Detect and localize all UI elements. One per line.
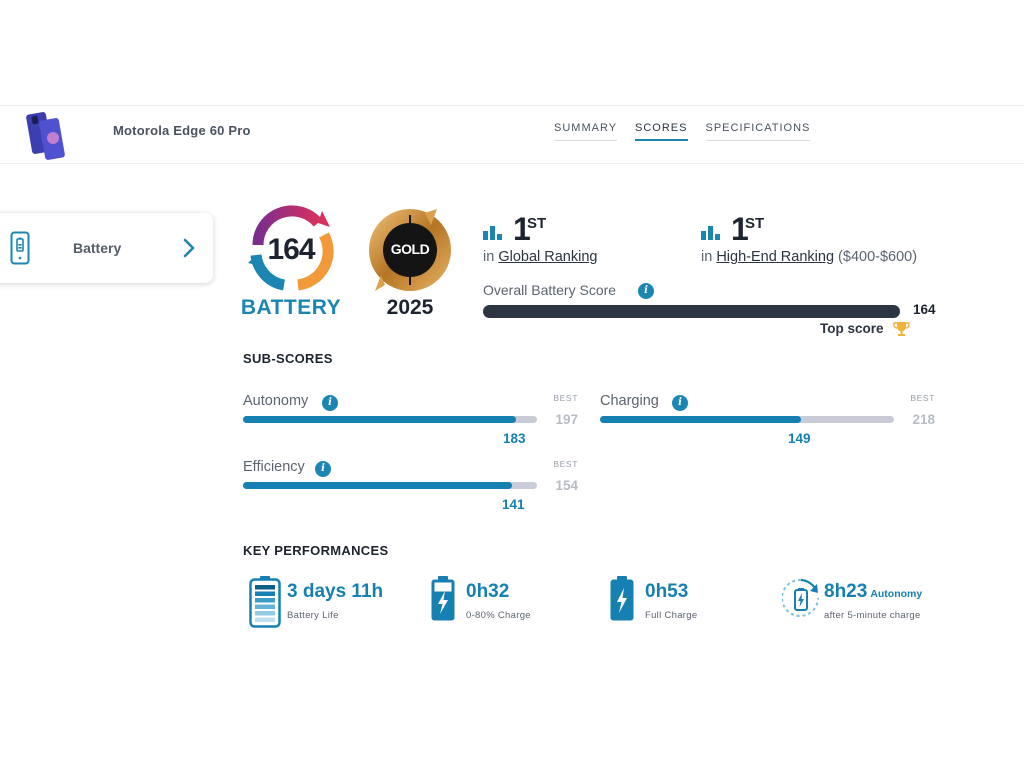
- kp-value: 8h23: [824, 581, 868, 602]
- product-header: Motorola Edge 60 Pro SUMMARY SCORES SPEC…: [0, 105, 1024, 164]
- subscores-title: SUB-SCORES: [243, 351, 333, 366]
- subscore-value: 183: [503, 431, 526, 446]
- best-label: BEST: [910, 393, 935, 403]
- ranking-suffix: ST: [745, 215, 765, 232]
- info-icon[interactable]: i: [638, 283, 654, 299]
- battery-full-charge-icon: [610, 576, 634, 621]
- best-label: BEST: [553, 459, 578, 469]
- ranking-bars-icon: [483, 226, 502, 240]
- best-value: 154: [555, 478, 578, 493]
- subscore-charging: Charging i BEST 218 149: [600, 393, 935, 453]
- overall-score-label: Overall Battery Score: [483, 282, 617, 298]
- kp-quick-charge: 8h23 Autonomy after 5-minute charge: [782, 576, 952, 631]
- subscore-efficiency: Efficiency i BEST 154 141: [243, 459, 578, 519]
- kp-subtitle: 0-80% Charge: [466, 610, 531, 621]
- category-selector[interactable]: Battery: [0, 213, 213, 283]
- kp-subtitle: after 5-minute charge: [824, 610, 921, 621]
- subscore-value: 141: [502, 497, 525, 512]
- device-name: Motorola Edge 60 Pro: [113, 123, 251, 138]
- kp-full-charge: 0h53 Full Charge: [609, 576, 769, 631]
- ranking-position: 1: [731, 211, 749, 247]
- top-score-label: Top score: [820, 321, 884, 336]
- best-label: BEST: [553, 393, 578, 403]
- battery-levels-icon: [249, 576, 281, 628]
- ranking-bars-icon: [701, 226, 720, 240]
- battery-phone-icon: [10, 231, 30, 265]
- score-value: 164: [267, 233, 315, 266]
- trophy-icon: [893, 322, 910, 336]
- subscore-label: Charging: [600, 393, 659, 409]
- score-badge-ring: [248, 205, 334, 291]
- key-performances-title: KEY PERFORMANCES: [243, 543, 389, 558]
- ranking-prefix: in: [483, 249, 495, 265]
- quick-charge-icon: [782, 578, 819, 617]
- subscore-track: [600, 416, 894, 423]
- subscore-label: Autonomy: [243, 393, 309, 409]
- category-label: Battery: [73, 240, 122, 256]
- overall-score-bar: [483, 305, 900, 318]
- subscore-autonomy: Autonomy i BEST 197 183: [243, 393, 578, 453]
- tab-summary[interactable]: SUMMARY: [554, 122, 618, 141]
- kp-subtitle: Battery Life: [287, 610, 339, 621]
- gold-label: GOLD: [390, 241, 430, 257]
- chevron-right-icon: [183, 238, 195, 258]
- info-icon[interactable]: i: [322, 395, 338, 411]
- gold-label-badge: [369, 209, 451, 291]
- subscore-fill: [243, 416, 517, 423]
- kp-value: 0h32: [466, 581, 510, 602]
- score-tabs: SUMMARY SCORES SPECIFICATIONS: [554, 122, 811, 141]
- kp-subtitle: Full Charge: [645, 610, 698, 621]
- best-value: 218: [912, 412, 935, 427]
- ranking-prefix: in: [701, 249, 713, 265]
- phone-thumbnail: [26, 112, 65, 160]
- global-ranking-link[interactable]: Global Ranking: [498, 249, 598, 265]
- kp-value-suffix: Autonomy: [870, 588, 923, 600]
- score-category: BATTERY: [240, 296, 342, 319]
- subscore-fill: [600, 416, 801, 423]
- subscore-value: 149: [788, 431, 811, 446]
- tab-scores[interactable]: SCORES: [635, 122, 688, 141]
- ranking-text: in High-End Ranking ($400-$600): [701, 249, 917, 265]
- label-year: 2025: [386, 296, 434, 319]
- kp-value: 0h53: [645, 581, 689, 602]
- kp-value-row: 8h23 Autonomy: [824, 581, 922, 603]
- subscore-track: [243, 416, 537, 423]
- best-value: 197: [555, 412, 578, 427]
- kp-charge-80: 0h32 0-80% Charge: [430, 576, 590, 631]
- subscore-track: [243, 482, 537, 489]
- info-icon[interactable]: i: [315, 461, 331, 477]
- subscore-fill: [243, 482, 512, 489]
- subscore-label: Efficiency: [243, 459, 305, 475]
- battery-charging-icon: [431, 576, 455, 621]
- ranking-suffix: ST: [527, 215, 547, 232]
- info-icon[interactable]: i: [672, 395, 688, 411]
- tab-specifications[interactable]: SPECIFICATIONS: [705, 122, 811, 141]
- price-range: ($400-$600): [838, 249, 918, 265]
- ranking-text: in Global Ranking: [483, 249, 597, 265]
- kp-battery-life: 3 days 11h Battery Life: [249, 576, 419, 631]
- ranking-position: 1: [513, 211, 531, 247]
- kp-value: 3 days 11h: [287, 581, 384, 602]
- overall-score-value: 164: [913, 302, 936, 317]
- high-end-ranking-link[interactable]: High-End Ranking: [716, 249, 835, 265]
